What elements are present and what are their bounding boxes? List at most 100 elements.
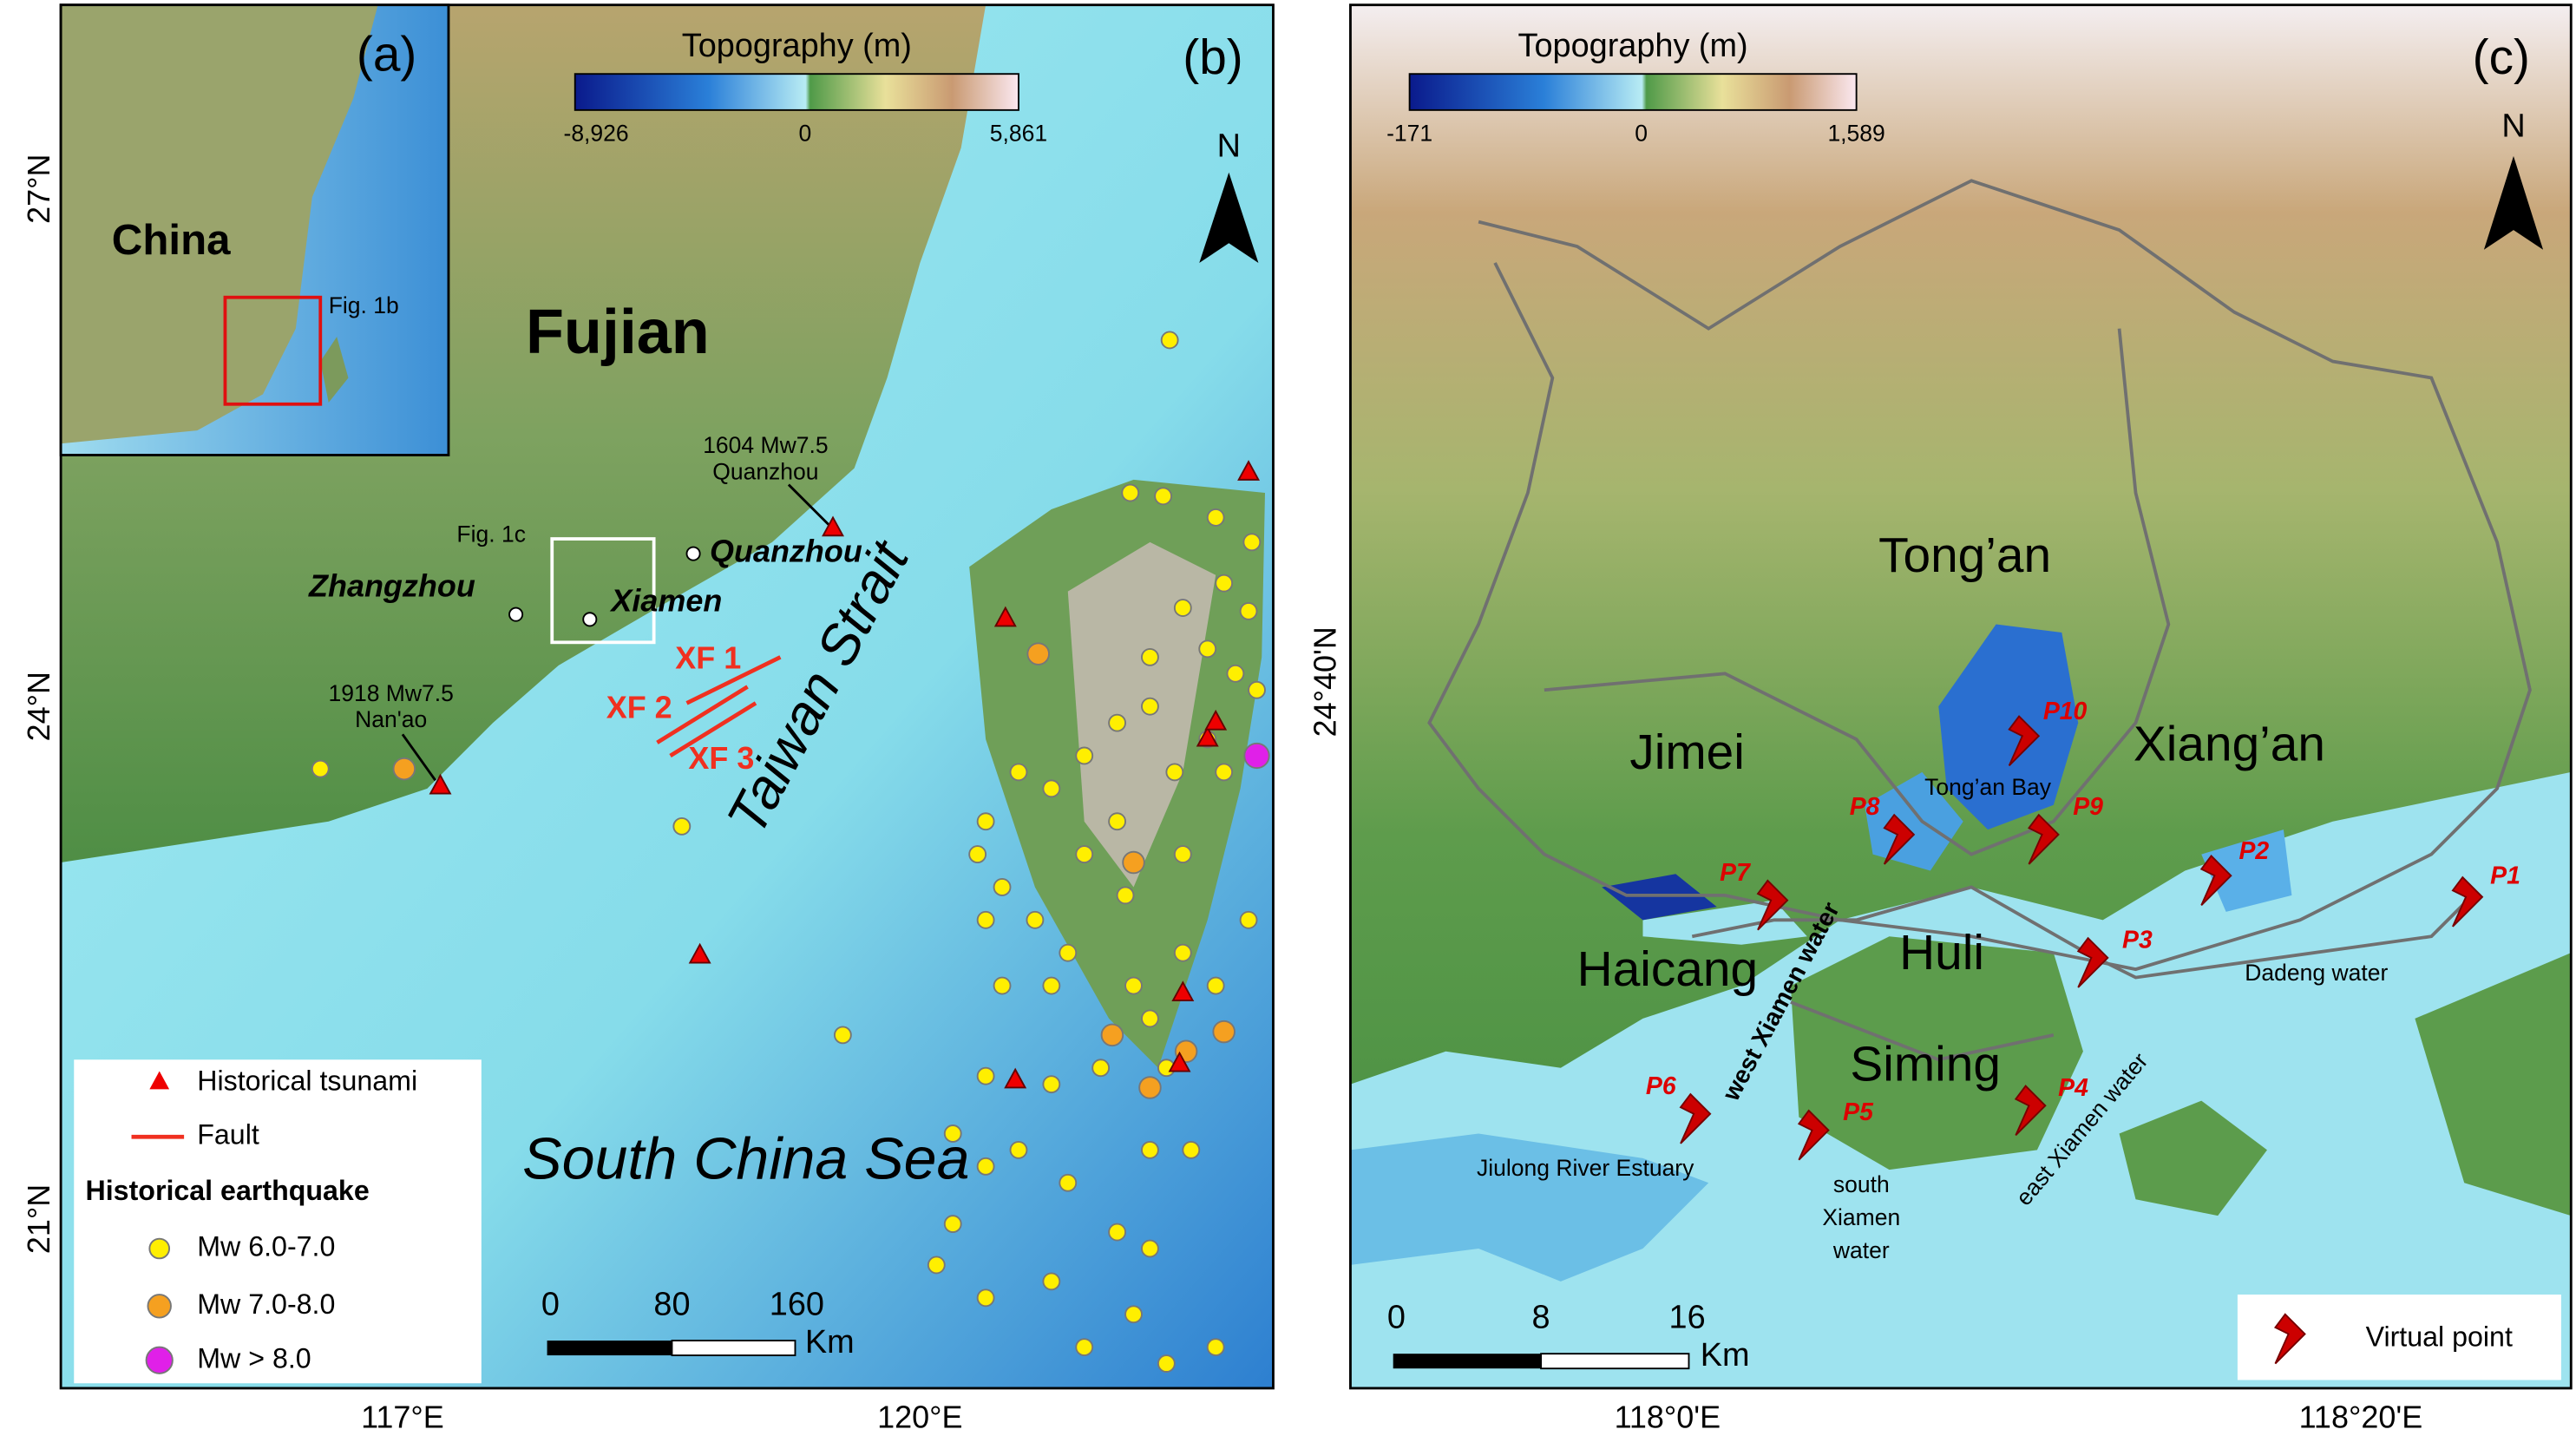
earthquake bbox=[976, 1066, 995, 1085]
quake-1918-year: 1918 Mw7.5 bbox=[329, 680, 454, 706]
legend-symbol bbox=[147, 1294, 172, 1319]
earthquake bbox=[1042, 1075, 1061, 1094]
district: Huli bbox=[1899, 926, 1984, 980]
lon-label: 117°E bbox=[361, 1399, 444, 1434]
lat-label: 24°40'N bbox=[1307, 626, 1342, 737]
virtual-point bbox=[1679, 1092, 1712, 1144]
earthquake bbox=[1108, 713, 1126, 732]
pin bbox=[1756, 879, 1789, 931]
water-label: Dadeng water bbox=[2245, 960, 2388, 986]
inset-box bbox=[223, 295, 323, 406]
legend bbox=[74, 1059, 482, 1384]
lat-label: 24°N bbox=[21, 672, 56, 741]
earthquake bbox=[1239, 910, 1258, 929]
quake-1604-place: Quanzhou bbox=[712, 458, 818, 484]
earthquake bbox=[993, 878, 1012, 896]
lon-label: 120°E bbox=[877, 1399, 962, 1434]
earthquake bbox=[1206, 508, 1225, 527]
water-label: water bbox=[1832, 1237, 1890, 1263]
district-boundary bbox=[1790, 1000, 2055, 1062]
earthquake bbox=[1108, 812, 1126, 831]
earthquake bbox=[1242, 533, 1262, 552]
panel-c: (c) Topography (m) -171 0 1,589 N Tong’a… bbox=[1349, 3, 2573, 1390]
earthquake bbox=[1154, 487, 1173, 506]
earthquake bbox=[993, 976, 1012, 995]
virtual-point bbox=[2451, 875, 2484, 928]
earthquake bbox=[1100, 1023, 1124, 1047]
earthquake bbox=[1009, 1140, 1028, 1159]
earthquake bbox=[1141, 1009, 1159, 1028]
legend-text: Mw > 8.0 bbox=[197, 1342, 311, 1374]
city-dot bbox=[582, 612, 598, 627]
island bbox=[2119, 1100, 2267, 1216]
tsunami bbox=[1171, 980, 1195, 1002]
virtual-point bbox=[2076, 936, 2109, 988]
earthquake bbox=[1009, 763, 1028, 782]
pin bbox=[2076, 936, 2109, 988]
district: Tong’an bbox=[1878, 528, 2051, 583]
water bbox=[1865, 771, 1963, 871]
inset-box bbox=[550, 537, 656, 645]
colorbar-min: -8,926 bbox=[564, 120, 629, 146]
earthquake bbox=[1075, 1338, 1094, 1357]
earthquake bbox=[943, 1215, 962, 1234]
earthquake bbox=[311, 759, 330, 778]
city-xiamen: Xiamen bbox=[609, 582, 722, 618]
colorbar-mid: 0 bbox=[798, 120, 811, 146]
district: Siming bbox=[1850, 1038, 2001, 1092]
pin bbox=[1883, 813, 1916, 865]
tsunami bbox=[1204, 709, 1228, 731]
colorbar bbox=[574, 73, 1019, 111]
earthquake bbox=[1124, 1305, 1143, 1324]
point-label: P8 bbox=[1850, 793, 1880, 821]
scale-label: 8 bbox=[1532, 1299, 1550, 1335]
north-label: N bbox=[1217, 128, 1241, 164]
scale-label: 0 bbox=[1387, 1299, 1406, 1335]
earthquake bbox=[1075, 746, 1094, 765]
point-label: P2 bbox=[2238, 837, 2269, 865]
frame bbox=[59, 3, 450, 456]
scale-unit: Km bbox=[1701, 1337, 1750, 1374]
legend-symbol bbox=[2274, 1313, 2306, 1365]
earthquake bbox=[1059, 943, 1078, 962]
city-dot bbox=[508, 606, 524, 622]
earthquake bbox=[1059, 1173, 1078, 1192]
point-label: P5 bbox=[1843, 1098, 1874, 1126]
tsunami bbox=[993, 606, 1017, 627]
district: Haicang bbox=[1577, 942, 1758, 997]
tsunami bbox=[688, 942, 711, 964]
inset-label: Fig. 1b bbox=[329, 292, 399, 318]
city-zhangzhou: Zhangzhou bbox=[308, 567, 475, 603]
legend-text: Virtual point bbox=[2366, 1321, 2513, 1353]
earthquake bbox=[1141, 1239, 1159, 1258]
earthquake bbox=[1121, 483, 1140, 502]
earthquake bbox=[1165, 763, 1184, 782]
island bbox=[2415, 953, 2572, 1216]
lon-label: 118°0'E bbox=[1615, 1399, 1721, 1434]
earthquake bbox=[833, 1026, 852, 1045]
pin bbox=[1679, 1092, 1712, 1144]
earthquake bbox=[1141, 1140, 1159, 1159]
colorbar-title: Topography (m) bbox=[1518, 28, 1748, 64]
earthquake bbox=[1212, 1020, 1236, 1044]
district: Jimei bbox=[1629, 725, 1745, 780]
tsunami bbox=[1196, 725, 1219, 747]
quake-1604-year: 1604 Mw7.5 bbox=[703, 432, 828, 458]
fault-label: XF 3 bbox=[688, 740, 754, 776]
earthquake bbox=[1122, 850, 1145, 875]
north-label: N bbox=[2501, 108, 2525, 145]
earthquake bbox=[1042, 1272, 1061, 1291]
legend-text: Fault bbox=[197, 1119, 259, 1151]
city-dot bbox=[685, 546, 701, 561]
tsunami bbox=[822, 515, 844, 537]
earthquakes bbox=[311, 331, 1270, 1373]
colorbar-max: 5,861 bbox=[990, 120, 1047, 146]
frame bbox=[1349, 3, 2573, 1390]
colorbar-title: Topography (m) bbox=[682, 28, 912, 64]
colorbar bbox=[1408, 73, 1858, 111]
scale-label: 16 bbox=[1669, 1299, 1706, 1335]
north-arrow bbox=[1199, 172, 1259, 263]
inset-label: Fig. 1c bbox=[456, 521, 526, 547]
colorbar-mid: 0 bbox=[1635, 120, 1648, 146]
virtual-point bbox=[1797, 1109, 1830, 1161]
